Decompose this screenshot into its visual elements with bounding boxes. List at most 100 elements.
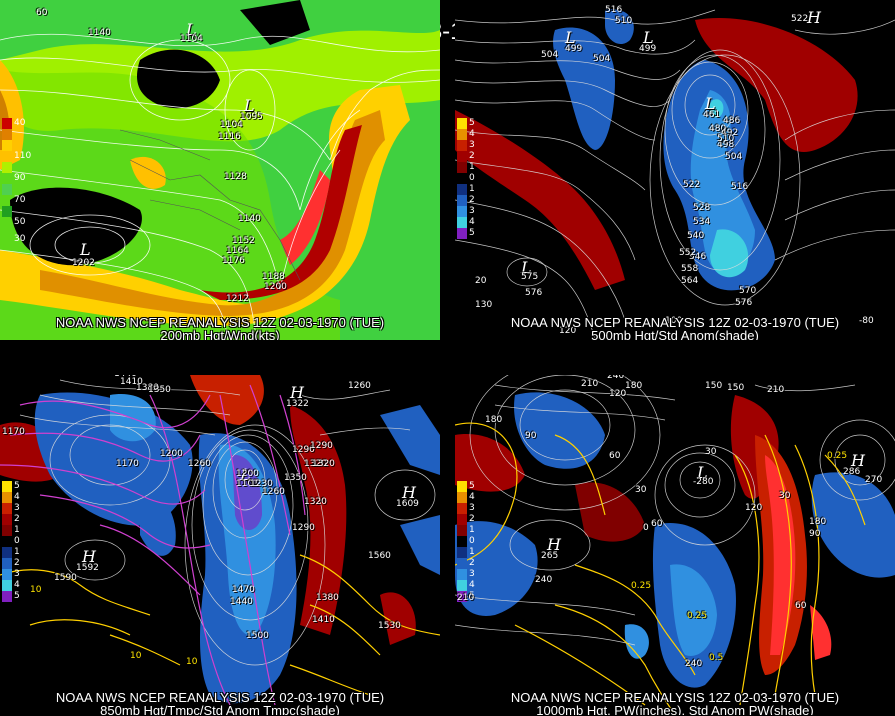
legend-swatch <box>2 580 12 591</box>
panel-500mb-caption-source: NOAA NWS NCEP REANALYSIS 12Z 02-03-1970 … <box>510 315 840 330</box>
contour-label: 30 <box>779 491 791 501</box>
contour-label: 1350 <box>148 385 171 395</box>
contour-label: 60 <box>36 8 48 18</box>
contour-label: 1560 <box>368 551 391 561</box>
low-center-marker: L <box>80 240 91 259</box>
panel-850mb: 5 4 3 2 1 0 1 2 3 4 5 H 1592 H 1609 H 13… <box>0 375 440 715</box>
legend-swatch <box>2 536 12 547</box>
legend-swatch <box>457 492 467 503</box>
contour-label: 1104 <box>220 120 243 130</box>
low-center-marker: L <box>697 463 708 482</box>
contour-label: 150 <box>727 383 745 393</box>
contour-label: 528 <box>693 203 711 213</box>
legend-swatch <box>457 184 467 195</box>
high-center-marker: H <box>807 8 821 27</box>
legend-label: 70 <box>14 195 26 205</box>
contour-label: 1260 <box>348 381 371 391</box>
contour-label: 1140 <box>88 28 111 38</box>
panel-500mb-caption-field: 500mb Hgt/Std Anom(shade) <box>591 328 759 340</box>
legend-label: 4 <box>469 129 475 139</box>
contour-label: 522 <box>683 180 701 190</box>
low-center-value: 575 <box>521 272 539 282</box>
panel-850mb-caption-source: NOAA NWS NCEP REANALYSIS 12Z 02-03-1970 … <box>55 690 385 705</box>
legend-label: 90 <box>14 173 26 183</box>
legend-swatch <box>2 547 12 558</box>
panel-850mb-caption-field: 850mb Hgt/Tmpc/Std Anom Tmpc(shade) <box>100 703 340 715</box>
high-center-value: 522 <box>791 14 809 24</box>
legend-swatch <box>2 558 12 569</box>
low-center-value: 499 <box>565 44 583 54</box>
legend-label: 5 <box>469 481 475 491</box>
legend-label: 30 <box>14 234 26 244</box>
panel-500mb: 5 4 3 2 1 0 1 2 3 4 5 L 575 L 461 L 499 … <box>455 0 895 340</box>
low-center-marker: L <box>705 94 716 113</box>
legend-label: 1 <box>14 525 20 535</box>
legend-label: 1 <box>469 162 475 172</box>
contour-label: 180 <box>809 517 827 527</box>
low-center-marker: L <box>240 465 251 484</box>
legend-swatch <box>457 140 467 151</box>
high-center-marker: H <box>82 547 96 566</box>
contour-label: 60 <box>795 601 807 611</box>
contour-label: 1212 <box>226 294 249 304</box>
legend-swatch <box>2 140 12 151</box>
panel-200mb-caption-field: 200mb Hgt/Wnd(kts) <box>160 328 280 340</box>
legend-swatch <box>2 162 12 173</box>
legend-swatch <box>2 525 12 536</box>
contour-label: 1260 <box>188 459 211 469</box>
legend-swatch <box>2 569 12 580</box>
legend-label: 1 <box>469 184 475 194</box>
contour-label: 1410 <box>312 615 335 625</box>
panel-1000mb-map <box>455 375 895 715</box>
low-center-value: -280 <box>693 477 714 487</box>
contour-label: 546 <box>689 252 707 262</box>
contour-label: 1152 <box>232 236 255 246</box>
legend-label: 1 <box>469 547 475 557</box>
legend-label: 3 <box>14 569 20 579</box>
contour-label: 240 <box>535 575 553 585</box>
legend-label: 3 <box>469 503 475 513</box>
legend-label: 4 <box>469 580 475 590</box>
contour-label: 1320 <box>304 497 327 507</box>
contour-label: 1290 <box>292 523 315 533</box>
panel-200mb-map <box>0 0 440 340</box>
legend-swatch <box>457 569 467 580</box>
legend-swatch <box>2 184 12 195</box>
contour-label: 1170 <box>2 427 25 437</box>
contour-label: 20 <box>475 276 487 286</box>
legend-swatch <box>457 217 467 228</box>
legend-label: 5 <box>469 118 475 128</box>
low-center-marker: L <box>186 20 197 39</box>
contour-label: 1380 <box>316 593 339 603</box>
contour-label: 180 <box>485 415 503 425</box>
contour-label: 498 <box>717 140 735 150</box>
contour-label: 504 <box>725 152 743 162</box>
legend-swatch <box>457 514 467 525</box>
contour-label: 1440 <box>114 375 137 379</box>
legend-label: 2 <box>14 558 20 568</box>
legend-label: 5 <box>14 591 20 601</box>
panel-500mb-map <box>455 0 895 340</box>
legend-swatch <box>457 503 467 514</box>
contour-label: 1116 <box>218 132 241 142</box>
contour-label: 100 <box>665 316 683 326</box>
contour-label: 1188 <box>262 272 285 282</box>
legend-swatch <box>457 536 467 547</box>
contour-label: 1290 <box>310 441 333 451</box>
isotherm-label: 10 <box>30 585 42 595</box>
legend-label: 3 <box>469 206 475 216</box>
legend-swatch <box>457 580 467 591</box>
contour-label: 576 <box>735 298 753 308</box>
contour-label: 90 <box>525 431 537 441</box>
contour-label: 1200 <box>264 282 287 292</box>
low-center-marker: L <box>244 96 255 115</box>
contour-label: 504 <box>541 50 559 60</box>
low-center-value: 1202 <box>72 258 95 268</box>
legend-swatch <box>457 173 467 184</box>
contour-label: 1170 <box>116 459 139 469</box>
contour-label: 210 <box>767 385 785 395</box>
contour-label: 150 <box>705 381 723 391</box>
legend-label: 2 <box>14 514 20 524</box>
contour-label: 486 <box>723 116 741 126</box>
legend-label: 4 <box>469 492 475 502</box>
